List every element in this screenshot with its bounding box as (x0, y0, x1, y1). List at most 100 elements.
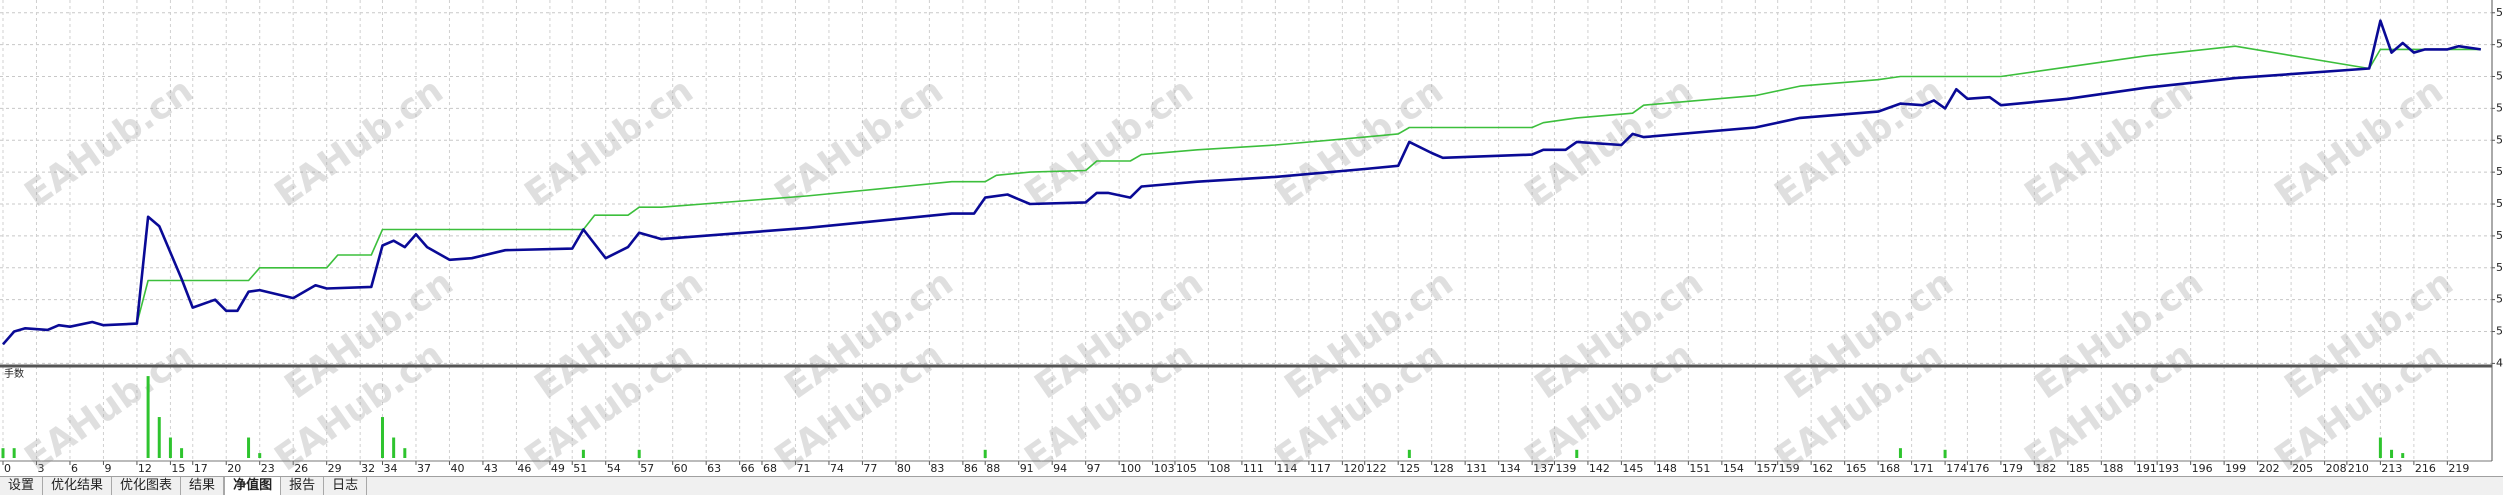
x-tick-label: 114 (1276, 462, 1297, 475)
tab[interactable]: 优化结果 (43, 477, 113, 495)
x-tick-label: 46 (517, 462, 531, 475)
x-tick-label: 120 (1343, 462, 1364, 475)
y-tick-label: 5160 (2496, 70, 2503, 83)
x-tick-label: 196 (2192, 462, 2213, 475)
lot-bar (392, 437, 396, 458)
x-tick-label: 154 (1723, 462, 1744, 475)
tab-bar: 设置 优化结果 优化图表 结果 净值图 报告 日志 (0, 476, 2503, 495)
x-tick-label: 193 (2158, 462, 2179, 475)
lot-bar (1898, 448, 1902, 458)
x-tick-label: 9 (104, 462, 111, 475)
tab[interactable]: 净值图 (224, 477, 282, 495)
x-tick-label: 174 (1946, 462, 1967, 475)
lot-bar (2401, 453, 2405, 458)
lot-bar (1943, 449, 1947, 458)
x-tick-label: 20 (227, 462, 241, 475)
x-tick-label: 191 (2136, 462, 2157, 475)
x-tick-label: 142 (1589, 462, 1610, 475)
lot-bar (247, 437, 251, 458)
x-tick-label: 51 (573, 462, 587, 475)
balance-line (2, 45, 2481, 345)
y-tick-label: 5040 (2496, 261, 2503, 274)
x-tick-label: 162 (1812, 462, 1833, 475)
x-tick-label: 71 (796, 462, 810, 475)
x-tick-label: 60 (674, 462, 688, 475)
x-tick-label: 32 (361, 462, 375, 475)
lot-bar (157, 417, 161, 458)
x-tick-label: 105 (1176, 462, 1197, 475)
lot-bar (2390, 449, 2394, 458)
marks (1, 19, 2481, 458)
lot-bar (380, 417, 384, 458)
x-tick-label: 103 (1154, 462, 1175, 475)
tab[interactable]: 设置 (0, 477, 44, 495)
x-tick-label: 165 (1846, 462, 1867, 475)
x-tick-label: 80 (897, 462, 911, 475)
equity-line (2, 19, 2481, 346)
x-tick-label: 137 (1533, 462, 1554, 475)
lot-bar (1, 448, 5, 458)
x-tick-label: 171 (1913, 462, 1934, 475)
x-tick-label: 205 (2292, 462, 2313, 475)
y-tick-label: 5000 (2496, 325, 2503, 338)
x-tick-label: 97 (1087, 462, 1101, 475)
lot-bar (258, 453, 262, 458)
y-tick-label: 5200 (2496, 6, 2503, 19)
x-tick-label: 88 (986, 462, 1000, 475)
x-tick-label: 66 (741, 462, 755, 475)
tab[interactable]: 优化图表 (112, 477, 182, 495)
x-tick-label: 182 (2035, 462, 2056, 475)
x-tick-label: 128 (1433, 462, 1454, 475)
x-tick-label: 0 (4, 462, 11, 475)
x-tick-label: 17 (194, 462, 208, 475)
lot-bar (581, 449, 585, 458)
x-tick-label: 94 (1053, 462, 1067, 475)
x-tick-label: 40 (450, 462, 464, 475)
x-tick-label: 34 (383, 462, 397, 475)
lot-bar (146, 376, 150, 458)
y-tick-label: 5020 (2496, 293, 2503, 306)
tab[interactable]: 日志 (324, 477, 368, 495)
x-tick-label: 54 (607, 462, 621, 475)
x-tick-label: 148 (1656, 462, 1677, 475)
x-tick-label: 168 (1879, 462, 1900, 475)
x-tick-label: 49 (551, 462, 565, 475)
x-tick-label: 125 (1399, 462, 1420, 475)
lot-bar (12, 448, 16, 458)
x-tick-label: 185 (2069, 462, 2090, 475)
tab[interactable]: 结果 (181, 477, 225, 495)
chart: 4980500050205040506050805100512051405160… (0, 0, 2503, 476)
x-tick-label: 57 (640, 462, 654, 475)
x-tick-label: 23 (261, 462, 275, 475)
y-tick-label: 4980 (2496, 356, 2503, 369)
x-tick-label: 74 (830, 462, 844, 475)
x-tick-label: 176 (1968, 462, 1989, 475)
x-tick-label: 83 (930, 462, 944, 475)
lot-bar (983, 449, 987, 458)
x-tick-label: 157 (1756, 462, 1777, 475)
x-tick-label: 179 (2002, 462, 2023, 475)
y-tick-label: 5120 (2496, 133, 2503, 146)
x-tick-label: 43 (484, 462, 498, 475)
x-tick-label: 100 (1120, 462, 1141, 475)
x-tick-label: 216 (2415, 462, 2436, 475)
lot-bar (1575, 449, 1579, 458)
panel-label: 手数 (4, 367, 24, 380)
x-tick-label: 12 (138, 462, 152, 475)
x-tick-label: 134 (1500, 462, 1521, 475)
x-tick-label: 213 (2381, 462, 2402, 475)
x-tick-label: 202 (2259, 462, 2280, 475)
x-tick-label: 210 (2348, 462, 2369, 475)
lot-bar (2378, 437, 2382, 458)
y-tick-label: 5080 (2496, 197, 2503, 210)
x-tick-label: 131 (1466, 462, 1487, 475)
x-tick-label: 188 (2102, 462, 2123, 475)
y-tick-label: 5100 (2496, 165, 2503, 178)
y-tick-label: 5180 (2496, 38, 2503, 51)
x-tick-label: 139 (1555, 462, 1576, 475)
x-tick-label: 29 (328, 462, 342, 475)
x-tick-label: 122 (1366, 462, 1387, 475)
x-tick-label: 199 (2225, 462, 2246, 475)
tab[interactable]: 报告 (281, 477, 325, 495)
